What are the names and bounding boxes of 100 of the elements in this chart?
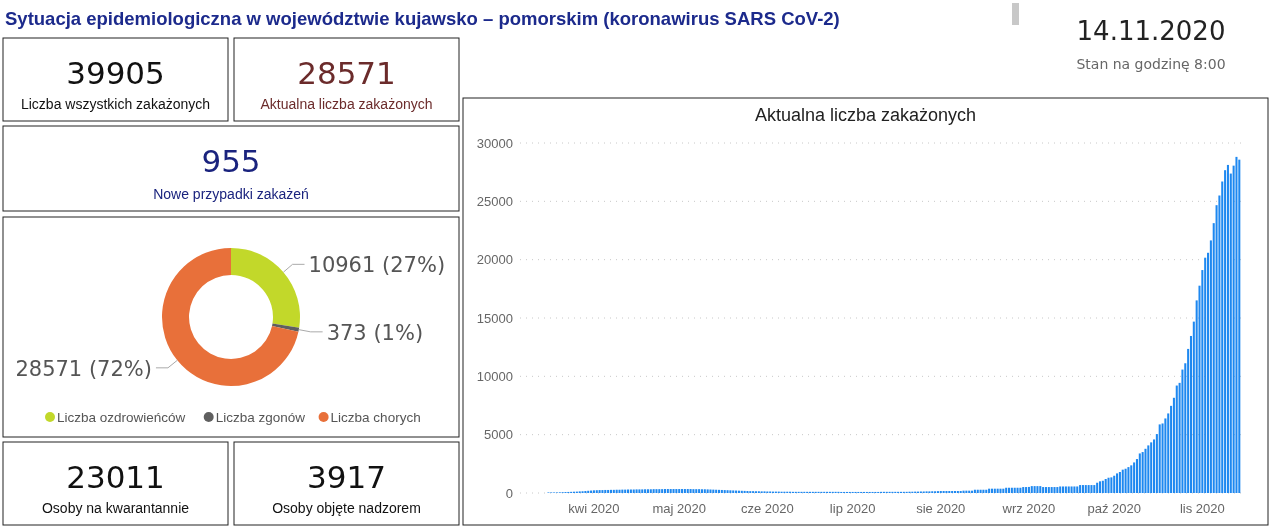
bar xyxy=(672,489,675,493)
bar xyxy=(661,489,664,493)
x-tick-label: sie 2020 xyxy=(916,501,966,516)
data-label: 28571 xyxy=(297,55,396,91)
bar xyxy=(1047,487,1050,493)
bar xyxy=(663,489,667,493)
legend-label: Liczba chorych xyxy=(330,410,421,425)
bar xyxy=(1104,479,1107,493)
bar xyxy=(726,490,729,493)
bar xyxy=(601,490,604,493)
bar xyxy=(1141,452,1144,493)
bar xyxy=(1093,485,1096,493)
bar xyxy=(1084,485,1087,493)
bar xyxy=(1235,156,1238,493)
x-tick-label: maj 2020 xyxy=(652,501,706,516)
bar xyxy=(641,489,644,493)
category-label: Liczba wszystkich zakażonych xyxy=(20,96,211,112)
legend-label: Liczba zgonów xyxy=(215,410,306,425)
bar xyxy=(1070,486,1073,493)
bar xyxy=(1226,164,1229,493)
x-tick-label: lis 2020 xyxy=(1179,501,1225,516)
data-label: 28571 (72%) xyxy=(15,356,152,381)
bar xyxy=(1059,486,1062,493)
bar xyxy=(1121,469,1124,493)
data-label: 23011 xyxy=(66,459,165,495)
y-tick-label: 15000 xyxy=(476,310,513,326)
bar xyxy=(1036,486,1039,493)
bar xyxy=(658,489,661,493)
y-tick-label: 30000 xyxy=(476,135,513,151)
bar xyxy=(723,490,726,493)
bar xyxy=(1130,465,1133,493)
bar xyxy=(1022,487,1025,493)
bar xyxy=(703,489,706,493)
bar xyxy=(1030,486,1033,493)
bar xyxy=(666,489,669,493)
y-tick-label: 20000 xyxy=(476,252,513,268)
donut-slice xyxy=(231,248,300,328)
bar xyxy=(1019,487,1022,493)
text: 14.11.2020 xyxy=(1076,16,1226,46)
category-label: Nowe przypadki zakażeń xyxy=(153,186,309,202)
bar xyxy=(1127,467,1130,493)
category-label: Osoby objęte nadzorem xyxy=(272,500,421,516)
bar xyxy=(1101,480,1104,493)
bar xyxy=(1133,462,1136,493)
bar xyxy=(675,489,678,493)
text: Stan na godzinę 8:00 xyxy=(1076,56,1226,72)
y-tick-label: 25000 xyxy=(476,193,513,209)
bar xyxy=(1204,257,1207,493)
data-label: 10961 (27%) xyxy=(308,253,446,278)
bar xyxy=(604,489,607,493)
bar xyxy=(638,489,641,493)
bar xyxy=(729,490,732,493)
bar xyxy=(1138,453,1141,493)
data-label: 955 xyxy=(201,143,261,179)
bar xyxy=(1039,486,1042,493)
bar xyxy=(1238,159,1241,493)
bar xyxy=(692,489,695,493)
donut-slice xyxy=(162,248,299,386)
bar xyxy=(1124,468,1127,493)
bar xyxy=(655,489,658,493)
bar xyxy=(1096,482,1099,493)
bar xyxy=(686,489,689,493)
bar xyxy=(1076,486,1079,493)
bar xyxy=(652,489,655,493)
bar xyxy=(1090,485,1093,493)
bar xyxy=(695,489,698,493)
bar xyxy=(1016,487,1019,493)
bar xyxy=(669,489,672,493)
data-label: 3917 xyxy=(307,459,386,495)
x-tick-label: wrz 2020 xyxy=(1001,501,1056,516)
legend-label: Liczba ozdrowieńców xyxy=(57,410,186,425)
x-tick-label: lip 2020 xyxy=(829,501,876,516)
bar xyxy=(1073,486,1076,493)
bar xyxy=(1067,486,1070,493)
bar xyxy=(1087,485,1090,493)
bar xyxy=(595,490,598,493)
data-label: 373 (1%) xyxy=(326,320,424,345)
bar xyxy=(1113,475,1116,493)
x-tick-label: cze 2020 xyxy=(740,501,794,516)
data-label: 39905 xyxy=(66,55,165,91)
bar xyxy=(1098,481,1102,493)
bar xyxy=(1150,442,1153,493)
bar xyxy=(1033,486,1036,493)
bar xyxy=(1175,385,1178,493)
text: Sytuacja epidemiologiczna w województwie kujawsko – pomorskim (koronawirus SARS CoV-2) xyxy=(5,8,840,29)
bar xyxy=(1013,487,1016,493)
x-tick-label: kwi 2020 xyxy=(568,501,620,516)
bar xyxy=(1050,487,1053,493)
bar xyxy=(1107,477,1110,493)
bar xyxy=(1110,477,1113,493)
chart-title: Aktualna liczba zakażonych xyxy=(754,105,977,125)
bar xyxy=(1053,487,1056,493)
y-tick-label: 0 xyxy=(505,485,513,501)
bar xyxy=(1147,445,1150,493)
category-label: Osoby na kwarantannie xyxy=(41,500,190,516)
bar xyxy=(1056,487,1059,493)
bar xyxy=(1144,448,1147,493)
bar xyxy=(678,489,681,493)
y-tick-label: 5000 xyxy=(484,427,513,443)
bar xyxy=(1158,424,1161,493)
